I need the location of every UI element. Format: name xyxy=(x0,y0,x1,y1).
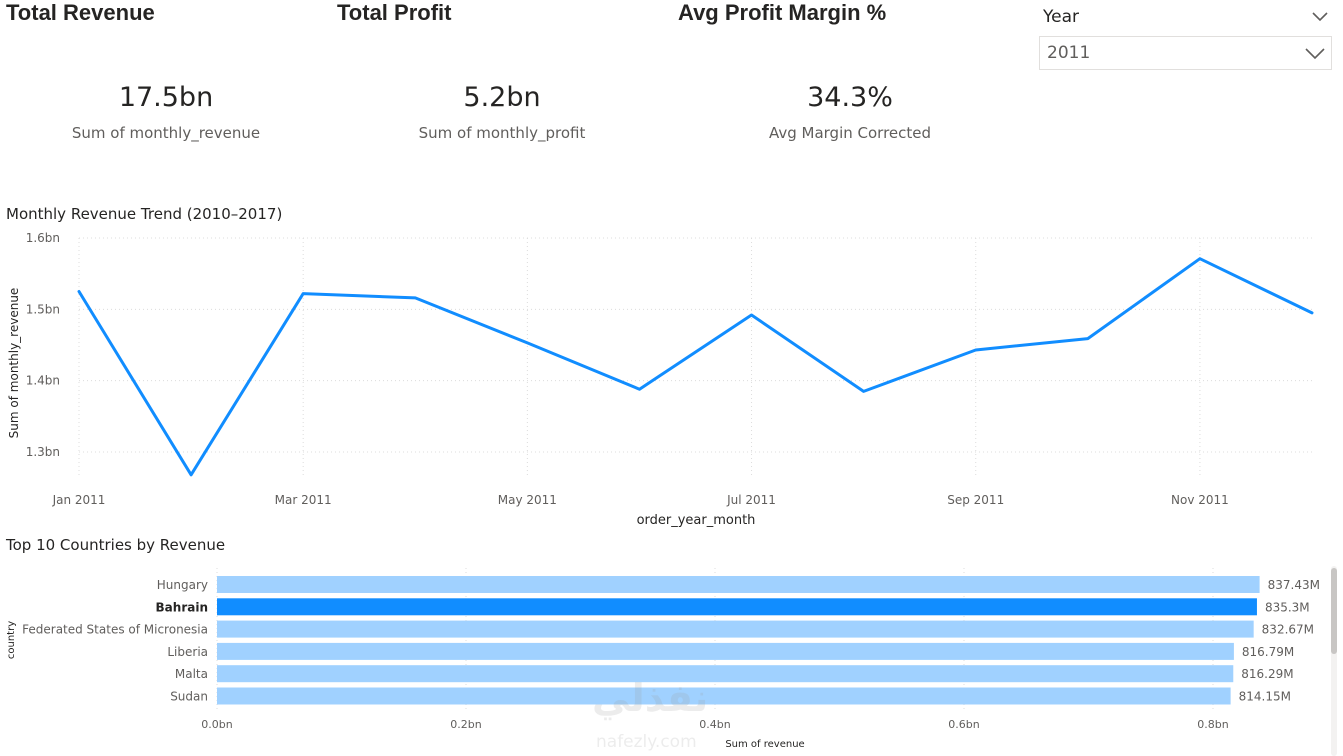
x-tick-label: 0.8bn xyxy=(1197,718,1228,731)
y-tick-label: 1.5bn xyxy=(26,302,60,316)
data-point[interactable] xyxy=(522,338,532,348)
bar-chart-bars xyxy=(217,576,1260,705)
x-tick-label: Jan 2011 xyxy=(52,493,106,507)
bar[interactable] xyxy=(217,598,1257,616)
line-chart-y-axis-label: Sum of monthly_revenue xyxy=(7,288,21,439)
x-tick-label: 0.2bn xyxy=(450,718,481,731)
year-slicer-header[interactable]: Year xyxy=(1043,5,1333,31)
top-countries-bar-chart[interactable]: Hungary Bahrain Federated States of Micron… xyxy=(0,560,1343,756)
data-point[interactable] xyxy=(971,345,981,355)
line-chart-points xyxy=(74,254,1317,480)
series-line-monthly-revenue[interactable] xyxy=(77,257,1314,477)
x-tick-label: May 2011 xyxy=(498,493,557,507)
x-tick-label: 0.4bn xyxy=(699,718,730,731)
year-slicer-label: Year xyxy=(1043,7,1079,27)
bar-chart-data-labels: 837.43M 835.3M 832.67M 816.79M 816.29M 814.15… xyxy=(1239,578,1320,704)
x-tick-label: Nov 2011 xyxy=(1171,493,1229,507)
line-chart-title: Monthly Revenue Trend (2010–2017) xyxy=(6,205,283,223)
bar-chart-category-labels: Hungary Bahrain Federated States of Micron… xyxy=(22,578,208,704)
y-tick-label: 1.6bn xyxy=(26,231,60,245)
kpi-label: Sum of monthly_revenue xyxy=(71,124,261,142)
chevron-down-icon[interactable] xyxy=(1311,7,1329,26)
line-chart-x-axis-label: order_year_month xyxy=(637,513,756,528)
data-label: 816.79M xyxy=(1242,645,1294,659)
bar-chart-y-axis-label: country xyxy=(6,621,17,659)
x-tick-label: Jul 2011 xyxy=(726,493,776,507)
data-label: 816.29M xyxy=(1241,667,1293,681)
data-point[interactable] xyxy=(1195,254,1205,264)
data-label: 814.15M xyxy=(1239,690,1291,704)
x-tick-label: 0.0bn xyxy=(201,718,232,731)
kpi-label: Sum of monthly_profit xyxy=(418,124,586,142)
bar[interactable] xyxy=(217,665,1234,683)
line-chart-y-ticks: 1.6bn 1.5bn 1.4bn 1.3bn xyxy=(26,231,60,459)
kpi-value: 5.2bn xyxy=(463,82,541,113)
category-label: Malta xyxy=(175,667,208,681)
data-point[interactable] xyxy=(634,384,644,394)
kpi-label: Avg Margin Corrected xyxy=(768,124,932,142)
data-point[interactable] xyxy=(298,289,308,299)
data-point[interactable] xyxy=(1083,334,1093,344)
bar-chart-scrollbar-thumb[interactable] xyxy=(1331,568,1337,654)
bar[interactable] xyxy=(217,576,1260,593)
data-label: 832.67M xyxy=(1262,623,1314,637)
monthly-revenue-line-chart[interactable]: 1.6bn 1.5bn 1.4bn 1.3bn Jan 2011 Mar 2011 May… xyxy=(0,228,1343,533)
year-slicer-selected-value: 2011 xyxy=(1047,43,1091,63)
data-point[interactable] xyxy=(859,386,869,396)
x-tick-label: 0.6bn xyxy=(948,718,979,731)
category-label: Hungary xyxy=(157,578,208,592)
bar-chart-title: Top 10 Countries by Revenue xyxy=(6,536,226,554)
bar-chart-x-axis-label: Sum of revenue xyxy=(725,739,804,750)
category-label: Liberia xyxy=(167,645,208,659)
y-tick-label: 1.4bn xyxy=(26,374,60,388)
data-point[interactable] xyxy=(747,310,757,320)
category-label: Bahrain xyxy=(156,600,208,614)
data-point[interactable] xyxy=(186,470,196,480)
data-label: 837.43M xyxy=(1268,578,1320,592)
x-tick-label: Sep 2011 xyxy=(947,493,1004,507)
line-chart-x-ticks: Jan 2011 Mar 2011 May 2011 Jul 2011 Sep 2011… xyxy=(52,493,1229,507)
data-point[interactable] xyxy=(74,287,84,297)
bar[interactable] xyxy=(217,642,1234,660)
bar[interactable] xyxy=(217,687,1231,705)
kpi-value: 17.5bn xyxy=(118,82,214,113)
data-label: 835.3M xyxy=(1265,600,1310,614)
data-point[interactable] xyxy=(1307,308,1317,318)
bar[interactable] xyxy=(217,620,1254,638)
kpi-title: Total Profit xyxy=(337,0,452,25)
bar-chart-x-ticks: 0.0bn 0.2bn 0.4bn 0.6bn 0.8bn xyxy=(201,718,1228,731)
x-tick-label: Mar 2011 xyxy=(275,493,332,507)
y-tick-label: 1.3bn xyxy=(26,445,60,459)
kpi-value: 34.3% xyxy=(807,82,893,113)
year-slicer-dropdown[interactable]: 2011 xyxy=(1039,36,1332,70)
line-chart-gridlines xyxy=(78,237,1312,478)
chevron-down-icon[interactable] xyxy=(1304,45,1326,64)
kpi-title: Avg Profit Margin % xyxy=(678,0,887,25)
category-label: Federated States of Micronesia xyxy=(22,623,208,637)
kpi-title: Total Revenue xyxy=(6,0,155,25)
category-label: Sudan xyxy=(170,690,208,704)
data-point[interactable] xyxy=(410,293,420,303)
